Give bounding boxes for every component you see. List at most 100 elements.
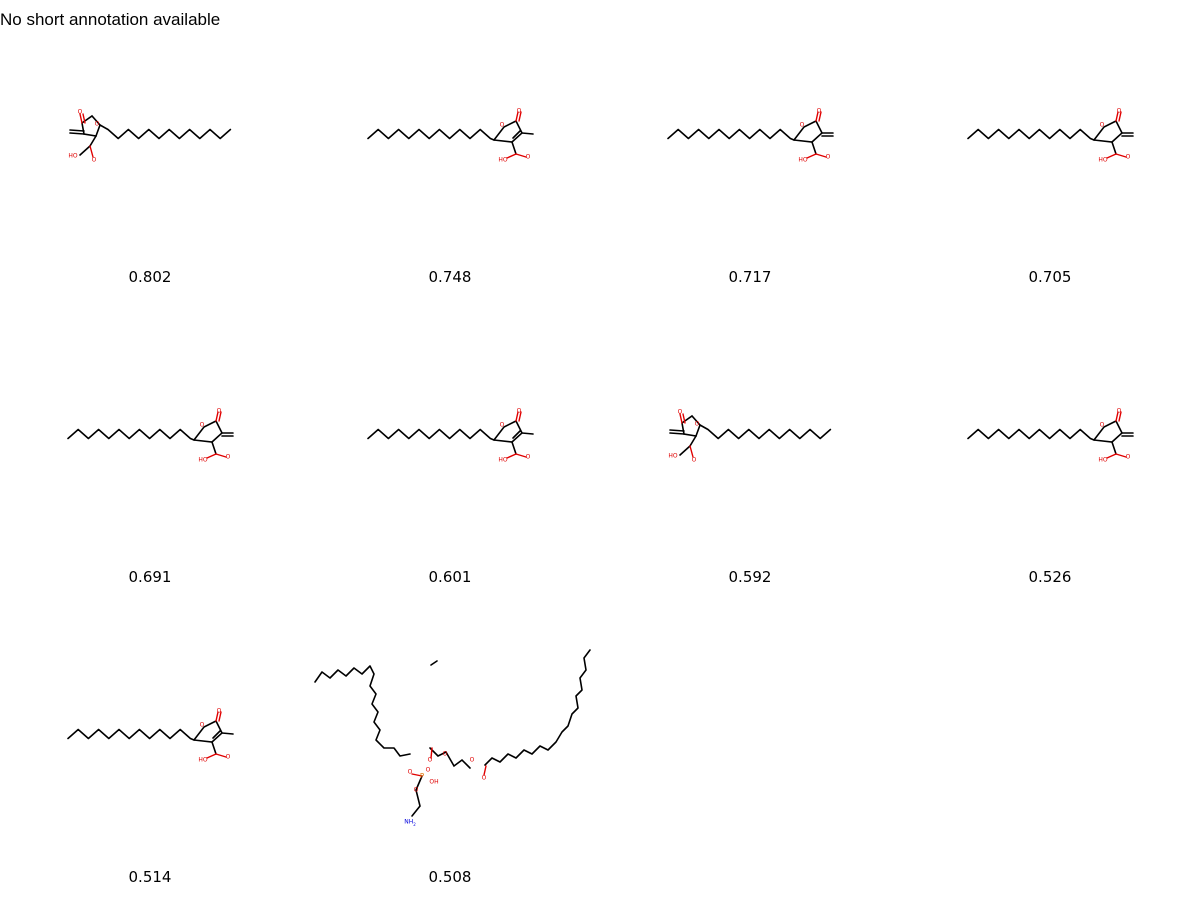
methyl-bond [521,132,534,135]
oxygen-label: O [692,457,697,464]
oxygen-label: O [217,408,222,415]
hydroxyl-label: HO [498,157,508,164]
molecule-structure: O O HO O [67,708,234,764]
alkyl-chain [67,428,195,441]
acid-bond [206,453,217,459]
molecule-structure: O O HO O [667,108,834,164]
molecule-cell: O O HO O 0.526 [900,300,1200,600]
molecule-structure: O O HO O [367,408,534,464]
oxygen-label: O [817,108,822,115]
oxygen-label: O [1126,154,1131,161]
oxygen-label: O [200,422,205,429]
lactone-group: O O HO O [193,708,234,764]
ring-bond [493,419,523,443]
hydroxyl-label: HO [68,153,78,160]
molecule-cell: O O HO O 0.748 [300,0,600,300]
carbonyl-bond [815,111,819,122]
carbonyl-bond [1115,111,1119,122]
acid-bond [1106,153,1117,159]
similarity-score: 0.748 [428,268,472,286]
molecule-cell: O O HO O 0.705 [900,0,1200,300]
acid-bond [515,153,527,158]
carbonyl-bond [1115,411,1119,422]
oxygen-label: O [826,154,831,161]
carbonyl-bond [682,413,686,424]
oxygen-label: O [95,121,100,128]
carbonyl-bond [518,111,522,122]
carbonyl-bond [215,711,219,722]
similarity-score: 0.508 [428,868,472,886]
ring-bond [193,719,223,743]
lactone-group: O O HO O [68,109,101,164]
acid-bond [211,741,217,755]
acid-bond [811,141,817,155]
carbonyl-bond [518,411,522,422]
carbonyl-bond [79,113,83,124]
molecule-structure: O O HO O [67,408,234,464]
oxygen-label: O [500,122,505,129]
methylene-bond [69,132,85,135]
alkyl-chain [699,424,832,440]
carbonyl-bond [515,411,519,422]
alkyl-chain [667,128,795,141]
double-bond [430,660,438,666]
alkyl-chain [367,428,495,441]
oxygen-label: O [517,408,522,415]
methyl-bond [221,732,234,735]
molecule-cell: O O HO O 0.592 [600,300,900,600]
lactone-group: O O HO O [193,408,234,464]
similarity-score: 0.691 [128,568,172,586]
oxygen-label: O [1117,408,1122,415]
ring-bond [793,119,823,143]
hydroxyl-label: HO [1098,157,1108,164]
oxygen-label: O [443,751,448,758]
ring-bond [1093,119,1123,143]
methylene-bond [669,432,685,435]
oxygen-label: O [226,754,231,761]
acyl-chain [314,665,411,757]
carbonyl-bond [818,111,822,122]
similarity-score: 0.526 [1028,568,1072,586]
ring-bond [81,114,101,137]
acid-bond [506,153,517,159]
acid-bond [511,141,517,155]
carbonyl-bond [82,113,86,124]
glycerol-bond [429,747,471,769]
molecule-structure: O O HO O [668,409,832,464]
ring-bond [1093,419,1123,443]
acid-bond [506,453,517,459]
phosphorus-label: P [420,772,424,780]
oxygen-label: O [526,454,531,461]
lactone-group: O O HO O [793,108,834,164]
acid-bond [806,153,817,159]
carbonyl-bond [430,747,433,759]
molecule-cell: O O O O O O P OH O NH2 0.508 [300,600,600,900]
oxygen-label: O [1100,122,1105,129]
lactone-group: O O HO O [1093,108,1134,164]
oxygen-label: O [200,722,205,729]
acid-bond [1111,141,1117,155]
ring-bond [681,414,701,437]
oxygen-label: O [414,787,419,794]
methylene-bond [669,429,685,432]
alkyl-chain [67,728,195,741]
acid-bond [815,153,827,158]
oxygen-label: O [1100,422,1105,429]
oxygen-label: O [695,421,700,428]
acid-bond [215,453,227,458]
acid-bond [511,441,517,455]
carbonyl-bond [1118,411,1122,422]
oxygen-label: O [470,757,475,764]
acid-bond [1111,441,1117,455]
molecule-structure: O O HO O [367,108,534,164]
double-bond [212,730,221,739]
oxygen-label: O [226,454,231,461]
oxygen-label: O [408,769,413,776]
acid-bond [211,441,217,455]
similarity-score: 0.601 [428,568,472,586]
molecule-structure: O O HO O [967,108,1134,164]
oxygen-label: O [482,775,487,782]
phosphate-bond [411,775,423,817]
